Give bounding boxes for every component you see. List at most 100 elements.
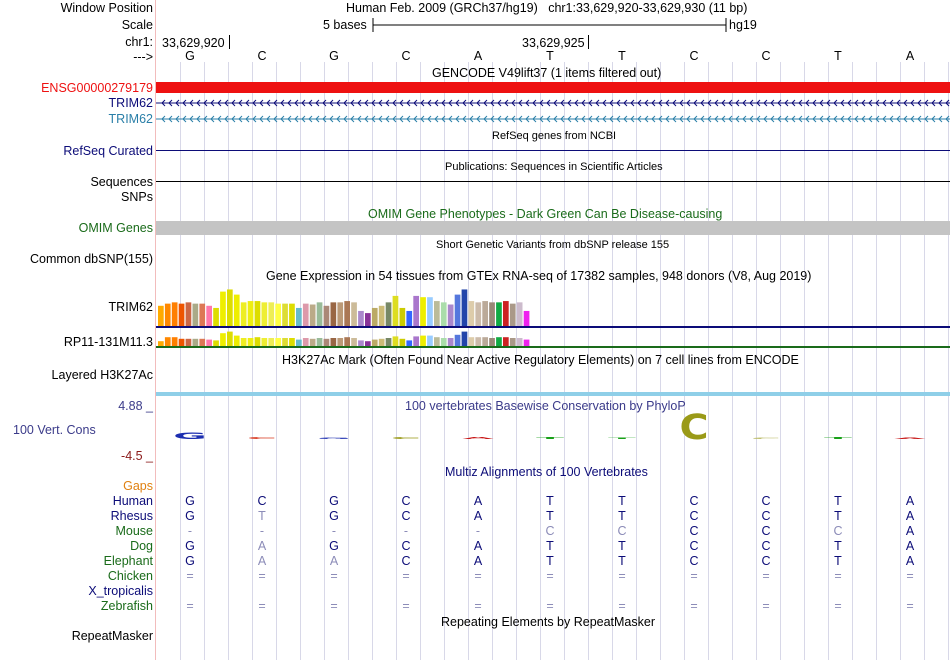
strand-chevron xyxy=(203,99,208,107)
strand-chevron xyxy=(742,99,747,107)
strand-chevron xyxy=(574,99,579,107)
strand-chevron xyxy=(910,115,915,123)
gtex-trim62-bar-31 xyxy=(371,307,378,326)
multiz-species-label[interactable]: Chicken xyxy=(107,569,153,583)
strand-chevron xyxy=(259,99,264,107)
multiz-base: T xyxy=(618,539,626,553)
dbsnp-label[interactable]: Common dbSNP(155) xyxy=(30,252,153,266)
sequences-label[interactable]: Sequences xyxy=(90,175,153,189)
multiz-base: C xyxy=(257,494,267,508)
multiz-base: = xyxy=(402,599,410,613)
multiz-title: Multiz Alignments of 100 Vertebrates xyxy=(445,465,648,479)
gtex-trim62-bar-30 xyxy=(365,313,371,326)
gencode-gene-bar[interactable] xyxy=(156,82,950,93)
multiz-base: = xyxy=(906,569,914,583)
refseq-label[interactable]: RefSeq Curated xyxy=(63,144,153,158)
gencode-item-label[interactable]: ENSG00000279179 xyxy=(41,81,153,95)
strand-chevron xyxy=(371,99,376,107)
strand-chevron xyxy=(882,99,887,107)
gtex-gene-trim62[interactable]: TRIM62 xyxy=(108,300,153,314)
gtex-rp11-bar-27 xyxy=(344,337,350,346)
strand-chevron xyxy=(266,99,271,107)
strand-chevron xyxy=(840,99,845,107)
strand-chevron xyxy=(812,99,817,107)
strand-chevron xyxy=(224,115,229,123)
strand-chevron xyxy=(434,115,439,123)
strand-chevron xyxy=(427,99,432,107)
strand-chevron xyxy=(616,115,621,123)
multiz-species-label[interactable]: Rhesus xyxy=(110,509,153,523)
strand-chevron xyxy=(483,115,488,123)
gtex-rp11-bar-45 xyxy=(468,337,475,346)
gridline xyxy=(540,62,541,660)
strand-chevron xyxy=(938,99,943,107)
publications-line[interactable] xyxy=(156,181,950,182)
gtex-trim62-bar-53 xyxy=(523,310,530,326)
phylop-label[interactable]: 100 Vert. Cons xyxy=(13,423,96,437)
gtex-rp11-bar-0 xyxy=(158,341,164,346)
strand-chevron xyxy=(546,99,551,107)
multiz-base: A xyxy=(473,554,483,568)
refseq-line[interactable] xyxy=(156,150,950,151)
strand-label: ---> xyxy=(133,50,153,64)
gridline xyxy=(444,62,445,660)
trim62-gene-label[interactable]: TRIM62 xyxy=(108,96,153,110)
strand-chevron xyxy=(861,115,866,123)
gtex-rp11-bar-50 xyxy=(503,337,509,346)
gtex-trim62-bar-50 xyxy=(503,301,509,326)
trim62-transcript-line[interactable] xyxy=(156,98,950,108)
strand-chevron xyxy=(847,115,852,123)
multiz-base: A xyxy=(905,509,915,523)
repeatmasker-label[interactable]: RepeatMasker xyxy=(71,629,153,643)
strand-chevron xyxy=(455,115,460,123)
gtex-trim62-bar-40 xyxy=(434,301,440,326)
h3k27ac-label[interactable]: Layered H3K27Ac xyxy=(51,368,153,382)
multiz-species-label[interactable]: X_tropicalis xyxy=(88,584,153,598)
gtex-rp11-bar-14 xyxy=(254,337,261,346)
gtex-rp11-bar-10 xyxy=(227,331,233,346)
trim62-transcript-label[interactable]: TRIM62 xyxy=(108,112,153,126)
gtex-trim62-barchart[interactable] xyxy=(156,283,950,329)
snps-label[interactable]: SNPs xyxy=(121,190,153,204)
multiz-species-label[interactable]: Mouse xyxy=(115,524,153,538)
gridline xyxy=(276,62,277,660)
multiz-species-label[interactable]: Zebrafish xyxy=(100,599,153,613)
strand-chevron xyxy=(315,115,320,123)
strand-chevron xyxy=(595,115,600,123)
strand-chevron xyxy=(385,115,390,123)
gtex-trim62-bar-19 xyxy=(289,303,295,326)
window-position-value: Human Feb. 2009 (GRCh37/hg19) chr1:33,62… xyxy=(346,1,748,15)
gtex-trim62-bar-23 xyxy=(316,302,323,326)
h3k27ac-signal[interactable] xyxy=(156,392,950,396)
omim-bar[interactable] xyxy=(156,221,950,235)
gtex-rp11-bar-39 xyxy=(427,335,433,346)
strand-chevron xyxy=(889,99,894,107)
multiz-species-label[interactable]: Dog xyxy=(130,539,153,553)
trim62-transcript-line-2[interactable] xyxy=(156,114,950,124)
strand-chevron xyxy=(924,115,929,123)
strand-chevron xyxy=(805,115,810,123)
strand-chevron xyxy=(602,99,607,107)
phylop-title: 100 vertebrates Basewise Conservation by… xyxy=(405,399,686,413)
base-9: T xyxy=(834,49,842,63)
gtex-rp11-barchart[interactable] xyxy=(156,330,950,350)
strand-chevron xyxy=(483,99,488,107)
strand-chevron xyxy=(462,99,467,107)
strand-chevron xyxy=(280,115,285,123)
gtex-rp11-bar-34 xyxy=(392,336,399,346)
multiz-species-label[interactable]: Elephant xyxy=(103,554,153,568)
strand-chevron xyxy=(329,99,334,107)
gtex-rp11-bar-30 xyxy=(365,341,371,346)
gridline xyxy=(876,62,877,660)
gaps-label[interactable]: Gaps xyxy=(123,479,153,493)
gtex-gene-rp11[interactable]: RP11-131M11.3 xyxy=(63,335,153,349)
strand-chevron xyxy=(763,115,768,123)
strand-chevron xyxy=(784,115,789,123)
gtex-trim62-bar-10 xyxy=(227,289,233,326)
strand-chevron xyxy=(210,115,215,123)
multiz-species-label[interactable]: Human xyxy=(112,494,153,508)
strand-chevron xyxy=(413,99,418,107)
omim-label[interactable]: OMIM Genes xyxy=(78,221,153,235)
